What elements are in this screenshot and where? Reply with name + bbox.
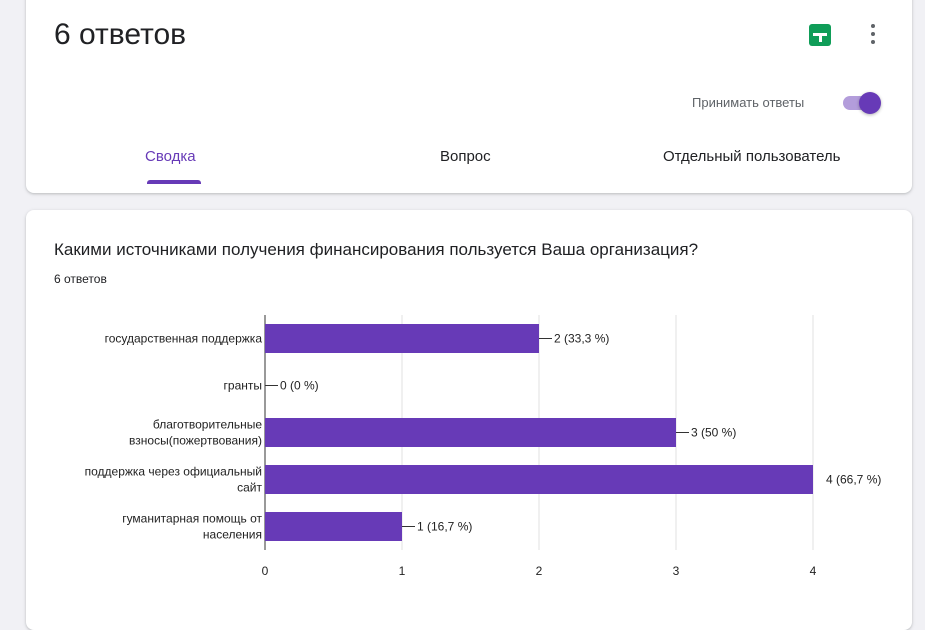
category-label: гуманитарная помощь от (122, 512, 262, 526)
question-answer-count: 6 ответов (54, 272, 107, 286)
bar (265, 324, 539, 353)
data-label: 3 (50 %) (691, 426, 736, 440)
tab-summary[interactable]: Сводка (145, 148, 196, 165)
funding-sources-bar-chart: 0 1 2 3 4 государственная поддержка 2 (33,3 %)… (85, 315, 881, 578)
sheets-icon[interactable] (809, 24, 831, 46)
data-label: 1 (16,7 %) (417, 520, 472, 534)
question-title: Какими источниками получения финансирова… (54, 240, 699, 259)
responses-header-card: 6 ответов Принимать ответы Сводка Вопрос… (26, 0, 912, 193)
category-label: поддержка через официальный (85, 465, 262, 479)
x-tick-label: 0 (262, 564, 269, 578)
category-label: населения (203, 528, 262, 542)
bar (265, 418, 676, 447)
accept-responses-toggle[interactable] (841, 91, 881, 115)
tab-individual[interactable]: Отдельный пользователь (663, 148, 841, 165)
more-options-icon[interactable] (868, 24, 878, 46)
data-label: 4 (66,7 %) (826, 473, 881, 487)
data-label: 0 (0 %) (280, 379, 319, 393)
responses-count-title: 6 ответов (54, 18, 187, 51)
bar (265, 512, 402, 541)
category-label: взносы(пожертвования) (129, 434, 262, 448)
tab-question[interactable]: Вопрос (440, 148, 491, 165)
question-summary-card: Какими источниками получения финансирова… (26, 210, 912, 630)
x-tick-label: 1 (399, 564, 406, 578)
x-tick-label: 3 (673, 564, 680, 578)
category-label: государственная поддержка (105, 332, 263, 346)
bar (265, 465, 813, 494)
category-label: гранты (224, 379, 262, 393)
x-tick-label: 4 (810, 564, 817, 578)
category-label: сайт (237, 481, 262, 495)
data-label: 2 (33,3 %) (554, 332, 609, 346)
x-tick-label: 2 (536, 564, 543, 578)
accept-responses-label: Принимать ответы (692, 95, 805, 110)
active-tab-indicator (147, 180, 201, 184)
category-label: благотворительные (153, 418, 262, 432)
